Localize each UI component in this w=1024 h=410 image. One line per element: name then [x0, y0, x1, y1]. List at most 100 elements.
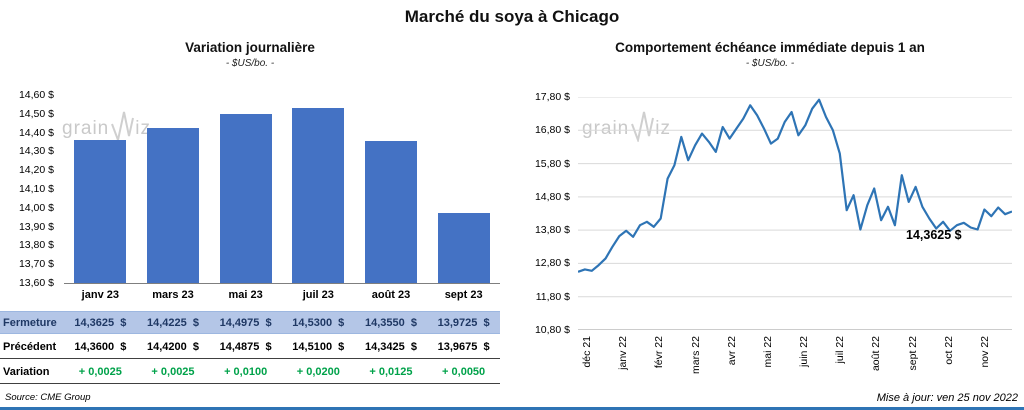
x-axis-tick-label: nov 22: [978, 336, 992, 390]
table-row: Précédent 14,3600 $ 14,4200 $ 14,4875 $ 14,5…: [0, 336, 500, 359]
y-axis-tick-label: 12,80 $: [534, 257, 570, 270]
price-line: [578, 98, 1012, 273]
x-axis-tick-label: avr 22: [725, 336, 739, 390]
x-axis-label-text: août 22: [870, 336, 883, 372]
bar-chart-title: Variation journalière: [185, 40, 315, 55]
watermark-text-prefix: grain: [62, 118, 110, 139]
x-axis-label-text: déc 21: [581, 336, 593, 368]
bar-chart-category-labels: janv 23 mars 23 mai 23 juil 23 août 23 sept 2…: [64, 289, 500, 301]
y-axis-tick-label: 17,80 $: [534, 91, 570, 103]
one-year-trend-panel: Comportement échéance immédiate depuis 1…: [520, 34, 1024, 394]
category-label: mars 23: [152, 289, 194, 301]
bar-chart-y-axis: 14,60 $ 14,50 $ 14,40 $ 14,30 $ 14,20 $ 14,10…: [0, 34, 58, 394]
y-axis-tick-label: 13,80 $: [534, 224, 570, 237]
category-label: janv 23: [81, 289, 119, 301]
line-chart-subtitle: - $US/bo. -: [745, 58, 795, 69]
x-axis-tick-label: mai 22: [761, 336, 775, 390]
last-price-annotation: 14,3625 $: [906, 228, 962, 242]
y-axis-tick-label: 15,80 $: [534, 157, 570, 170]
bar: [437, 213, 490, 283]
y-axis-tick-label: 13,80 $: [18, 239, 54, 252]
x-axis-tick-label: mars 22: [689, 336, 703, 390]
table-cell: 14,4875 $: [219, 341, 272, 353]
table-cell: 14,4975 $: [219, 317, 272, 329]
table-cell: 14,5100 $: [292, 341, 345, 353]
x-axis-label-text: mars 22: [689, 336, 702, 374]
watermark-left: grain iz: [62, 110, 151, 142]
watermark-text-suffix: iz: [655, 118, 671, 139]
table-cell: 14,3425 $: [364, 341, 417, 353]
x-axis-label-text: sept 22: [906, 336, 919, 371]
y-axis-tick-label: 10,80 $: [534, 324, 570, 336]
line-chart-title: Comportement échéance immédiate depuis 1…: [615, 40, 925, 55]
watermark-text-prefix: grain: [582, 118, 630, 139]
x-axis-label-text: avr 22: [725, 336, 738, 366]
x-axis-tick-label: juil 22: [833, 336, 847, 390]
bar: [292, 108, 345, 283]
bar: [365, 141, 417, 283]
table-cell: + 0,0025: [78, 366, 122, 378]
y-axis-tick-label: 14,80 $: [534, 190, 570, 203]
y-axis-tick-label: 14,30 $: [18, 145, 54, 158]
x-axis-tick-label: juin 22: [797, 336, 811, 390]
table-cell: 14,4225 $: [146, 317, 199, 329]
table-row: Variation + 0,0025 + 0,0025 + 0,0100 + 0,020…: [0, 361, 500, 384]
x-axis-tick-label: déc 21: [580, 336, 594, 390]
table-cell: + 0,0025: [151, 366, 195, 378]
bar-chart-subtitle: - $US/bo. -: [225, 58, 275, 69]
x-axis-label-text: févr 22: [653, 336, 666, 369]
line-chart-y-axis: 17,80 $ 16,80 $ 15,80 $ 14,80 $ 13,80 $ 12,80…: [520, 34, 574, 394]
table-cell: 14,3625 $: [74, 317, 127, 329]
line-chart-x-axis: déc 21 janv 22 févr 22 mars 22 avr 22 mai 22 j…: [578, 334, 1012, 390]
bar-chart-x-axis-line: [64, 283, 500, 284]
y-axis-tick-label: 13,60 $: [18, 277, 54, 289]
x-axis-label-text: nov 22: [978, 336, 991, 368]
y-axis-tick-label: 14,20 $: [18, 164, 54, 177]
x-axis-tick-label: févr 22: [652, 336, 666, 390]
y-axis-tick-label: 11,80 $: [535, 290, 570, 303]
y-axis-tick-label: 14,40 $: [18, 126, 54, 139]
x-axis-label-text: mai 22: [761, 336, 774, 368]
bar: [74, 139, 127, 283]
y-axis-tick-label: 14,50 $: [18, 107, 54, 120]
table-cell: + 0,0200: [296, 366, 340, 378]
x-axis-tick-label: janv 22: [616, 336, 630, 390]
x-axis-label-text: juin 22: [798, 336, 810, 367]
table-cell: 14,3600 $: [74, 341, 127, 353]
daily-variation-panel: Variation journalière - $US/bo. - grain …: [0, 34, 512, 394]
price-table: Fermeture 14,3625 $ 14,4225 $ 14,4975 $ 14,5…: [0, 311, 500, 386]
table-row: Fermeture 14,3625 $ 14,4225 $ 14,4975 $ 14,5…: [0, 311, 500, 334]
table-cell: 14,3550 $: [364, 317, 417, 329]
y-axis-tick-label: 14,60 $: [18, 89, 54, 101]
update-note: Mise à jour: ven 25 nov 2022: [876, 392, 1018, 404]
table-cell: + 0,0100: [224, 366, 268, 378]
table-cell: 14,5300 $: [292, 317, 345, 329]
y-axis-tick-label: 14,10 $: [18, 183, 54, 195]
y-axis-tick-label: 14,00 $: [18, 201, 54, 214]
table-cell: 14,4200 $: [146, 341, 199, 353]
y-axis-tick-label: 13,70 $: [18, 258, 54, 271]
y-axis-tick-label: 13,90 $: [18, 220, 54, 233]
bottom-accent-bar: [0, 407, 1024, 410]
line-chart-plot-area: [578, 97, 1012, 330]
source-note: Source: CME Group: [5, 392, 91, 403]
table-cell: + 0,0050: [442, 366, 486, 378]
page-title: Marché du soya à Chicago: [404, 7, 620, 26]
x-axis-tick-label: sept 22: [906, 336, 920, 390]
watermark-w-icon: [111, 111, 135, 142]
watermark-text-suffix: iz: [135, 118, 151, 139]
row-label: Variation: [3, 366, 50, 378]
x-axis-label-text: janv 22: [617, 336, 630, 370]
category-label: août 23: [371, 289, 411, 301]
x-axis-label-text: juil 22: [834, 336, 847, 364]
row-label: Fermeture: [3, 317, 57, 329]
category-label: mai 23: [228, 289, 263, 301]
x-axis-tick-label: août 22: [869, 336, 883, 390]
x-axis-tick-label: oct 22: [942, 336, 956, 390]
x-axis-label-text: oct 22: [942, 336, 955, 365]
bar: [219, 114, 272, 283]
category-label: sept 23: [444, 289, 483, 301]
bar: [147, 128, 199, 283]
bar-chart-plot-area: [64, 95, 500, 283]
